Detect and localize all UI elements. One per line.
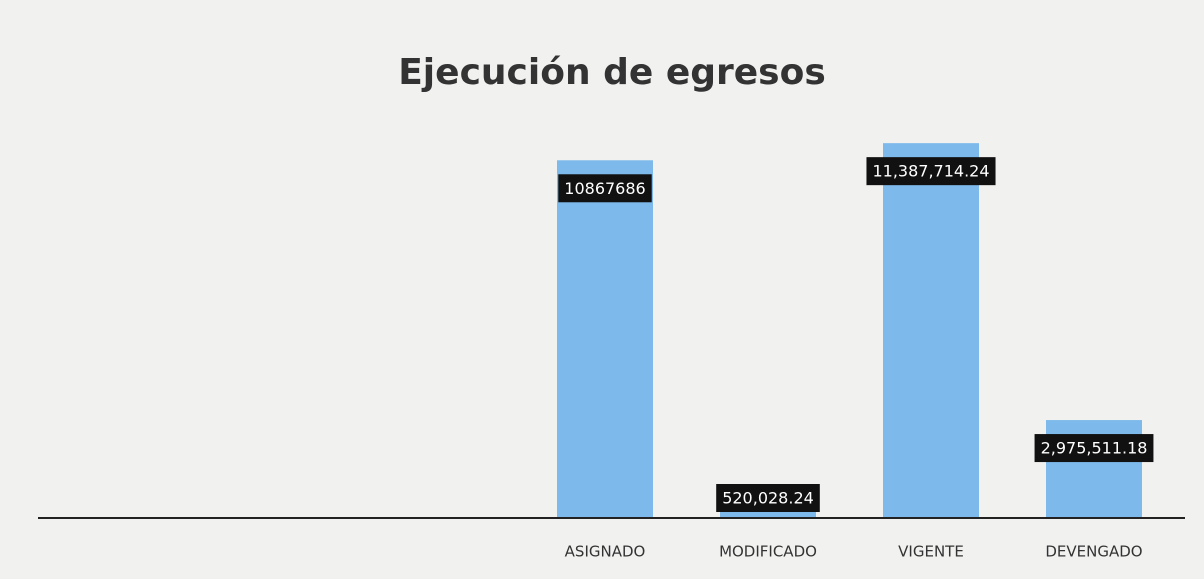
bar	[883, 143, 979, 518]
value-label: 520,028.24	[722, 489, 814, 508]
value-label: 11,387,714.24	[872, 162, 989, 181]
x-tick-label: ASIGNADO	[565, 543, 646, 561]
value-label-box	[866, 157, 996, 186]
value-label: 10867686	[564, 179, 645, 198]
x-tick-label: DEVENGADO	[1045, 543, 1142, 561]
x-tick-label: VIGENTE	[898, 543, 964, 561]
bar	[557, 160, 653, 518]
value-label-box	[1034, 434, 1154, 463]
x-tick-label: MODIFICADO	[719, 543, 817, 561]
chart-title: Ejecución de egresos	[398, 52, 826, 93]
value-label: 2,975,511.18	[1041, 439, 1148, 458]
value-label-box	[716, 484, 820, 512]
value-label-box	[558, 174, 652, 203]
